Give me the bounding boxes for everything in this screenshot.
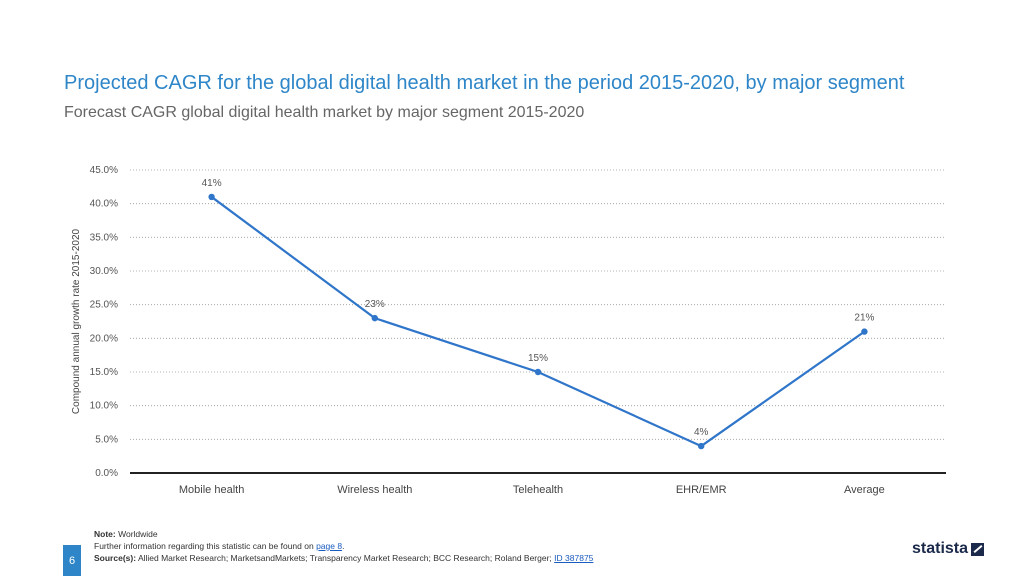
x-tick-label: EHR/EMR [676,484,727,496]
data-label: 21% [854,313,874,324]
y-tick-label: 45.0% [90,165,118,176]
y-tick-label: 0.0% [95,468,118,479]
y-tick-label: 10.0% [90,401,118,412]
data-label: 41% [202,178,222,189]
source-label: Source(s): [94,553,137,563]
further-info-line: Further information regarding this stati… [94,541,345,551]
logo-text: statista [912,540,969,557]
y-tick-label: 5.0% [95,434,118,445]
source-text: Allied Market Research; MarketsandMarket… [137,553,552,563]
x-tick-label: Mobile health [179,484,244,496]
x-tick-label: Average [844,484,885,496]
note-line: Note: Worldwide [94,528,593,540]
footer: Note: Worldwide Further information rega… [94,528,593,564]
data-point [861,328,868,335]
statista-logo-icon [971,542,985,556]
y-tick-label: 25.0% [90,300,118,311]
y-tick-label: 15.0% [90,367,118,378]
further-info-link[interactable]: page 8 [316,541,343,551]
note-label: Note: [94,529,116,539]
series-line [210,196,866,448]
statista-logo: statista [912,540,985,558]
source-line: Source(s): Allied Market Research; Marke… [94,552,593,564]
y-axis-title: Compound annual growth rate 2015-2020 [71,229,82,415]
data-point [371,314,378,322]
data-point [208,193,215,201]
data-label: 23% [365,299,385,310]
chart-title: Projected CAGR for the global digital he… [64,72,905,94]
data-label: 15% [528,353,548,364]
page-number: 6 [63,545,81,576]
further-info-text: Further information regarding this stati… [94,541,314,551]
data-point [698,442,705,450]
y-tick-label: 35.0% [90,232,118,243]
y-tick-label: 40.0% [90,199,118,210]
chart-subtitle: Forecast CAGR global digital health mark… [64,104,585,121]
data-point [534,368,542,376]
data-label: 4% [694,427,709,438]
x-tick-label: Wireless health [337,484,412,496]
y-tick-label: 30.0% [90,266,118,277]
note-text: Worldwide [118,529,158,539]
y-tick-label: 20.0% [90,333,118,344]
source-id-link[interactable]: ID 387875 [554,553,594,563]
x-tick-label: Telehealth [513,484,563,496]
